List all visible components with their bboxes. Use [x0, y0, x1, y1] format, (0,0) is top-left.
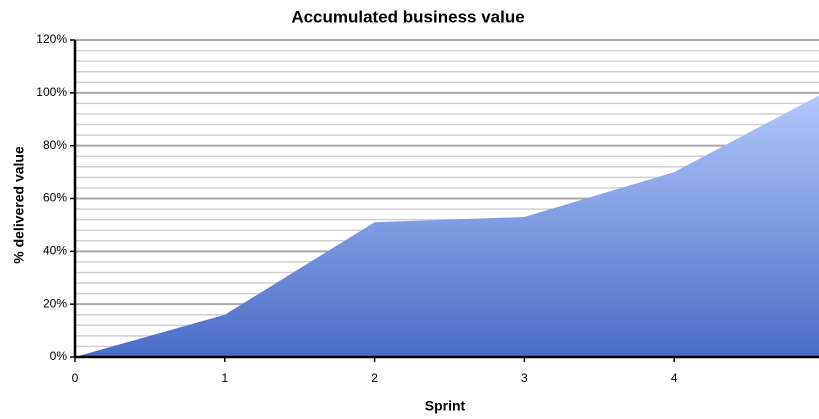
chart-title: Accumulated business value: [291, 7, 524, 26]
x-tick-label: 1: [221, 371, 228, 385]
y-tick-label: 60%: [43, 191, 67, 205]
x-tick-label: 3: [521, 371, 528, 385]
x-tick-label: 2: [371, 371, 378, 385]
y-tick-label: 20%: [43, 296, 67, 310]
y-tick-label: 80%: [43, 138, 67, 152]
x-tick-label: 0: [72, 371, 79, 385]
y-tick-label: 120%: [36, 32, 67, 46]
y-tick-label: 40%: [43, 244, 67, 258]
y-axis-title: % delivered value: [11, 146, 27, 264]
y-tick-label: 0%: [50, 349, 68, 363]
x-tick-label: 4: [671, 371, 678, 385]
x-axis-title: Sprint: [425, 398, 466, 414]
y-tick-label: 100%: [36, 85, 67, 99]
area: [75, 95, 819, 357]
